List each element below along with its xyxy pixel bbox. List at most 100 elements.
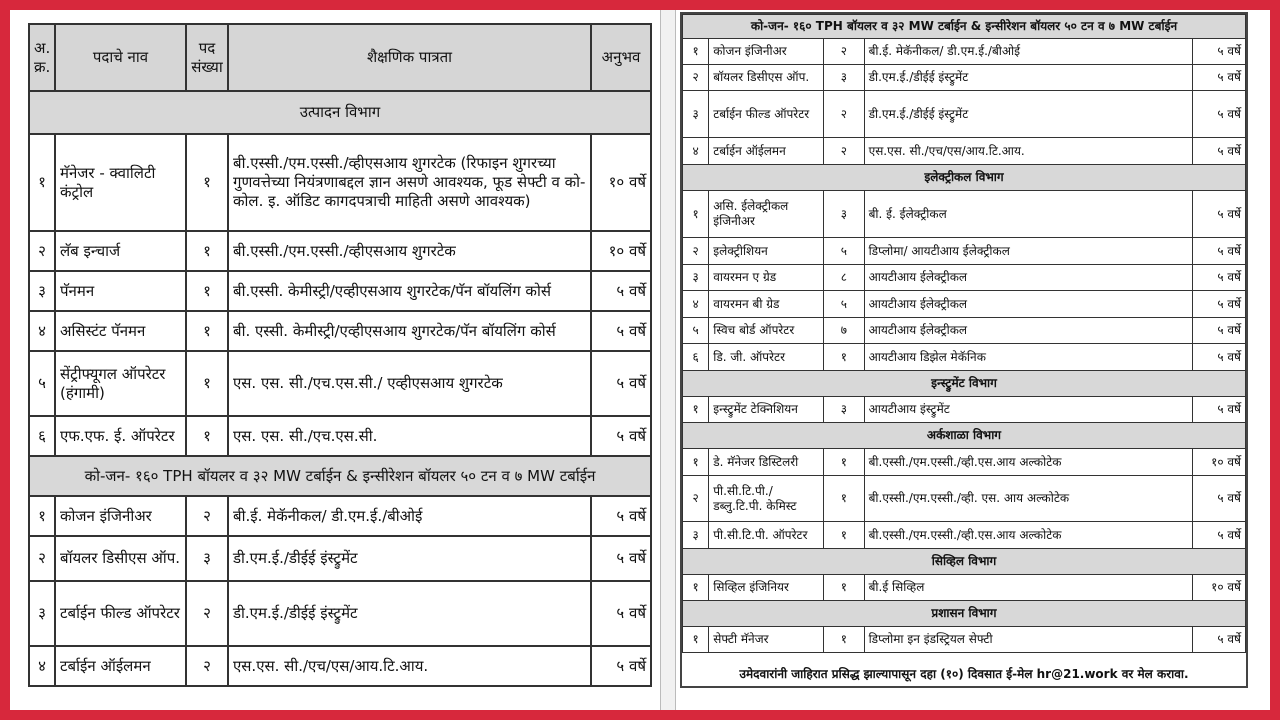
section-header-row: इलेक्ट्रीकल विभाग	[682, 164, 1246, 191]
serial-number: ३	[28, 580, 56, 647]
serial-number: ४	[681, 137, 710, 165]
qualification: डिप्लोमा/ आयटीआय ईलेक्ट्रीकल	[863, 237, 1194, 265]
serial-number: ६	[681, 343, 710, 371]
table-row: १ सिव्हिल इंजिनियर १ बी.ई सिव्हिल १० वर्षे	[681, 574, 1246, 601]
post-name: पॅनमन	[54, 270, 187, 312]
post-count: १	[823, 626, 865, 653]
post-name: बॉयलर डिसीएस ऑप.	[708, 64, 825, 91]
experience: ५ वर्षे	[590, 645, 652, 687]
header-post-name: पदाचे नाव	[54, 23, 187, 92]
section-title: प्रशासन विभाग	[682, 600, 1246, 627]
post-name: टर्बाईन ऑईलमन	[708, 137, 825, 165]
post-count: १	[185, 270, 229, 312]
post-count: १	[823, 521, 865, 549]
serial-number: ५	[28, 350, 56, 417]
table-row: २ बॉयलर डिसीएस ऑप. ३ डी.एम.ई./डीईई इंस्ट्रु…	[681, 64, 1246, 91]
serial-number: ४	[28, 310, 56, 352]
qualification: बी.एस्सी./एम.एस्सी./व्ही.एस.आय अल्कोटेक	[863, 448, 1194, 476]
section-title: अर्कशाळा विभाग	[682, 422, 1246, 449]
qualification: आयटीआय ईलेक्ट्रीकल	[863, 264, 1194, 291]
post-name: डि. जी. ऑपरेटर	[708, 343, 825, 371]
post-count: १	[185, 230, 229, 272]
serial-number: १	[681, 38, 710, 65]
post-name: लॅब इन्चार्ज	[54, 230, 187, 272]
experience: १० वर्षे	[1192, 448, 1246, 476]
post-count: १	[823, 574, 865, 601]
section-header-row: सिव्हिल विभाग	[682, 548, 1246, 575]
table-row: १ कोजन इंजिनीअर २ बी.ई. मेकॅनीकल/ डी.एम.ई./…	[681, 38, 1246, 65]
table-row: २ इलेक्ट्रीशियन ५ डिप्लोमा/ आयटीआय ईलेक्ट्र…	[681, 237, 1246, 265]
qualification: बी.ई. मेकॅनीकल/ डी.एम.ई./बीओई	[227, 495, 592, 537]
serial-number: ३	[681, 264, 710, 291]
header-experience: अनुभव	[590, 23, 652, 92]
qualification: आयटीआय डिझेल मेकॅनिक	[863, 343, 1194, 371]
table-row: १ इन्स्ट्रुमेंट टेक्निशियन ३ आयटीआय इंस्ट्र…	[681, 396, 1246, 423]
section-header-row: अर्कशाळा विभाग	[682, 422, 1246, 449]
post-count: ५	[823, 290, 865, 318]
qualification: एस. एस. सी./एच.एस.सी.	[227, 415, 592, 457]
post-name: असि. ईलेक्ट्रीकल इंजिनीअर	[708, 190, 825, 238]
table-row: २ लॅब इन्चार्ज १ बी.एस्सी./एम.एस्सी./व्हीएस…	[28, 230, 652, 272]
serial-number: १	[681, 626, 710, 653]
table-row: ४ वायरमन बी ग्रेड ५ आयटीआय ईलेक्ट्रीकल ५ वर्…	[681, 290, 1246, 318]
experience: ५ वर्षे	[1192, 264, 1246, 291]
post-count: २	[823, 38, 865, 65]
serial-number: १	[681, 448, 710, 476]
qualification: बी.ई. मेकॅनीकल/ डी.एम.ई./बीओई	[863, 38, 1194, 65]
experience: ५ वर्षे	[590, 310, 652, 352]
qualification: डिप्लोमा इन इंडस्ट्रियल सेफ्टी	[863, 626, 1194, 653]
qualification: डी.एम.ई./डीईई इंस्ट्रुमेंट	[863, 90, 1194, 138]
table-row: ४ टर्बाईन ऑईलमन २ एस.एस. सी./एच/एस/आय.टि.आय…	[681, 137, 1246, 165]
post-name: कोजन इंजिनीअर	[708, 38, 825, 65]
post-name: टर्बाईन ऑईलमन	[54, 645, 187, 687]
table-row: ३ वायरमन ए ग्रेड ८ आयटीआय ईलेक्ट्रीकल ५ वर्ष…	[681, 264, 1246, 291]
post-name: टर्बाईन फील्ड ऑपरेटर	[54, 580, 187, 647]
serial-number: १	[681, 574, 710, 601]
experience: ५ वर्षे	[1192, 38, 1246, 65]
post-count: १	[823, 343, 865, 371]
post-count: १	[185, 415, 229, 457]
post-count: १	[185, 350, 229, 417]
table-row: १ मॅनेजर - क्वालिटी कंट्रोल १ बी.एस्सी./एम.…	[28, 133, 652, 232]
table-row: २ पी.सी.टि.पी./ डब्लु.टि.पी. केमिस्ट १ बी.ए…	[681, 475, 1246, 522]
post-name: पी.सी.टि.पी. ऑपरेटर	[708, 521, 825, 549]
section-title: इलेक्ट्रीकल विभाग	[682, 164, 1246, 191]
qualification: आयटीआय इंस्ट्रुमेंट	[863, 396, 1194, 423]
section-header-row: प्रशासन विभाग	[682, 600, 1246, 627]
experience: ५ वर्षे	[1192, 64, 1246, 91]
serial-number: २	[681, 64, 710, 91]
table-row: १ असि. ईलेक्ट्रीकल इंजिनीअर ३ बी. ई. ईलेक्ट…	[681, 190, 1246, 238]
post-count: ७	[823, 317, 865, 344]
post-count: ३	[823, 64, 865, 91]
qualification: बी. ई. ईलेक्ट्रीकल	[863, 190, 1194, 238]
section-header-row: को-जन- १६० TPH बॉयलर व ३२ MW टर्बाईन & इ…	[28, 455, 652, 497]
post-name: वायरमन बी ग्रेड	[708, 290, 825, 318]
table-row: ३ पॅनमन १ बी.एस्सी. केमीस्ट्री/एव्हीएसआय शु…	[28, 270, 652, 312]
post-name: पी.सी.टि.पी./ डब्लु.टि.पी. केमिस्ट	[708, 475, 825, 522]
qualification: एस.एस. सी./एच/एस/आय.टि.आय.	[227, 645, 592, 687]
post-name: सिव्हिल इंजिनियर	[708, 574, 825, 601]
qualification: बी.ई सिव्हिल	[863, 574, 1194, 601]
experience: ५ वर्षे	[590, 580, 652, 647]
section-title: को-जन- १६० TPH बॉयलर व ३२ MW टर्बाईन & इ…	[28, 455, 652, 497]
section-header-row: इन्स्ट्रुमेंट विभाग	[682, 370, 1246, 397]
table-row: ३ पी.सी.टि.पी. ऑपरेटर १ बी.एस्सी./एम.एस्सी.…	[681, 521, 1246, 549]
serial-number: २	[681, 475, 710, 522]
section-title: इन्स्ट्रुमेंट विभाग	[682, 370, 1246, 397]
post-name: कोजन इंजिनीअर	[54, 495, 187, 537]
header-post-count: पद संख्या	[185, 23, 229, 92]
experience: ५ वर्षे	[1192, 290, 1246, 318]
section-title: को-जन- १६० TPH बॉयलर व ३२ MW टर्बाईन & इ…	[682, 14, 1246, 39]
experience: ५ वर्षे	[1192, 343, 1246, 371]
right-job-table: को-जन- १६० TPH बॉयलर व ३२ MW टर्बाईन & इ…	[681, 14, 1246, 653]
left-job-table-panel: अ. क्र. पदाचे नाव पद संख्या शैक्षणिक पात…	[28, 23, 652, 687]
serial-number: २	[28, 535, 56, 582]
table-row: ६ एफ.एफ. ई. ऑपरेटर १ एस. एस. सी./एच.एस.सी. ५…	[28, 415, 652, 457]
qualification: डी.एम.ई./डीईई इंस्ट्रुमेंट	[227, 535, 592, 582]
section-title: उत्पादन विभाग	[28, 90, 652, 135]
post-count: २	[823, 137, 865, 165]
table-row: ३ टर्बाईन फील्ड ऑपरेटर २ डी.एम.ई./डीईई इंस्…	[28, 580, 652, 647]
experience: ५ वर्षे	[590, 415, 652, 457]
post-name: सेंट्रीफ्यूगल ऑपरेटर (हंगामी)	[54, 350, 187, 417]
table-row: १ सेफ्टी मॅनेजर १ डिप्लोमा इन इंडस्ट्रियल स…	[681, 626, 1246, 653]
